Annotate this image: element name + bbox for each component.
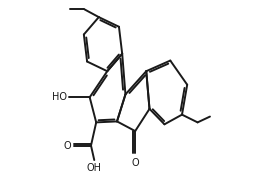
Text: HO: HO: [52, 92, 67, 102]
Text: O: O: [63, 141, 71, 150]
Text: O: O: [131, 158, 139, 168]
Text: OH: OH: [87, 163, 102, 173]
